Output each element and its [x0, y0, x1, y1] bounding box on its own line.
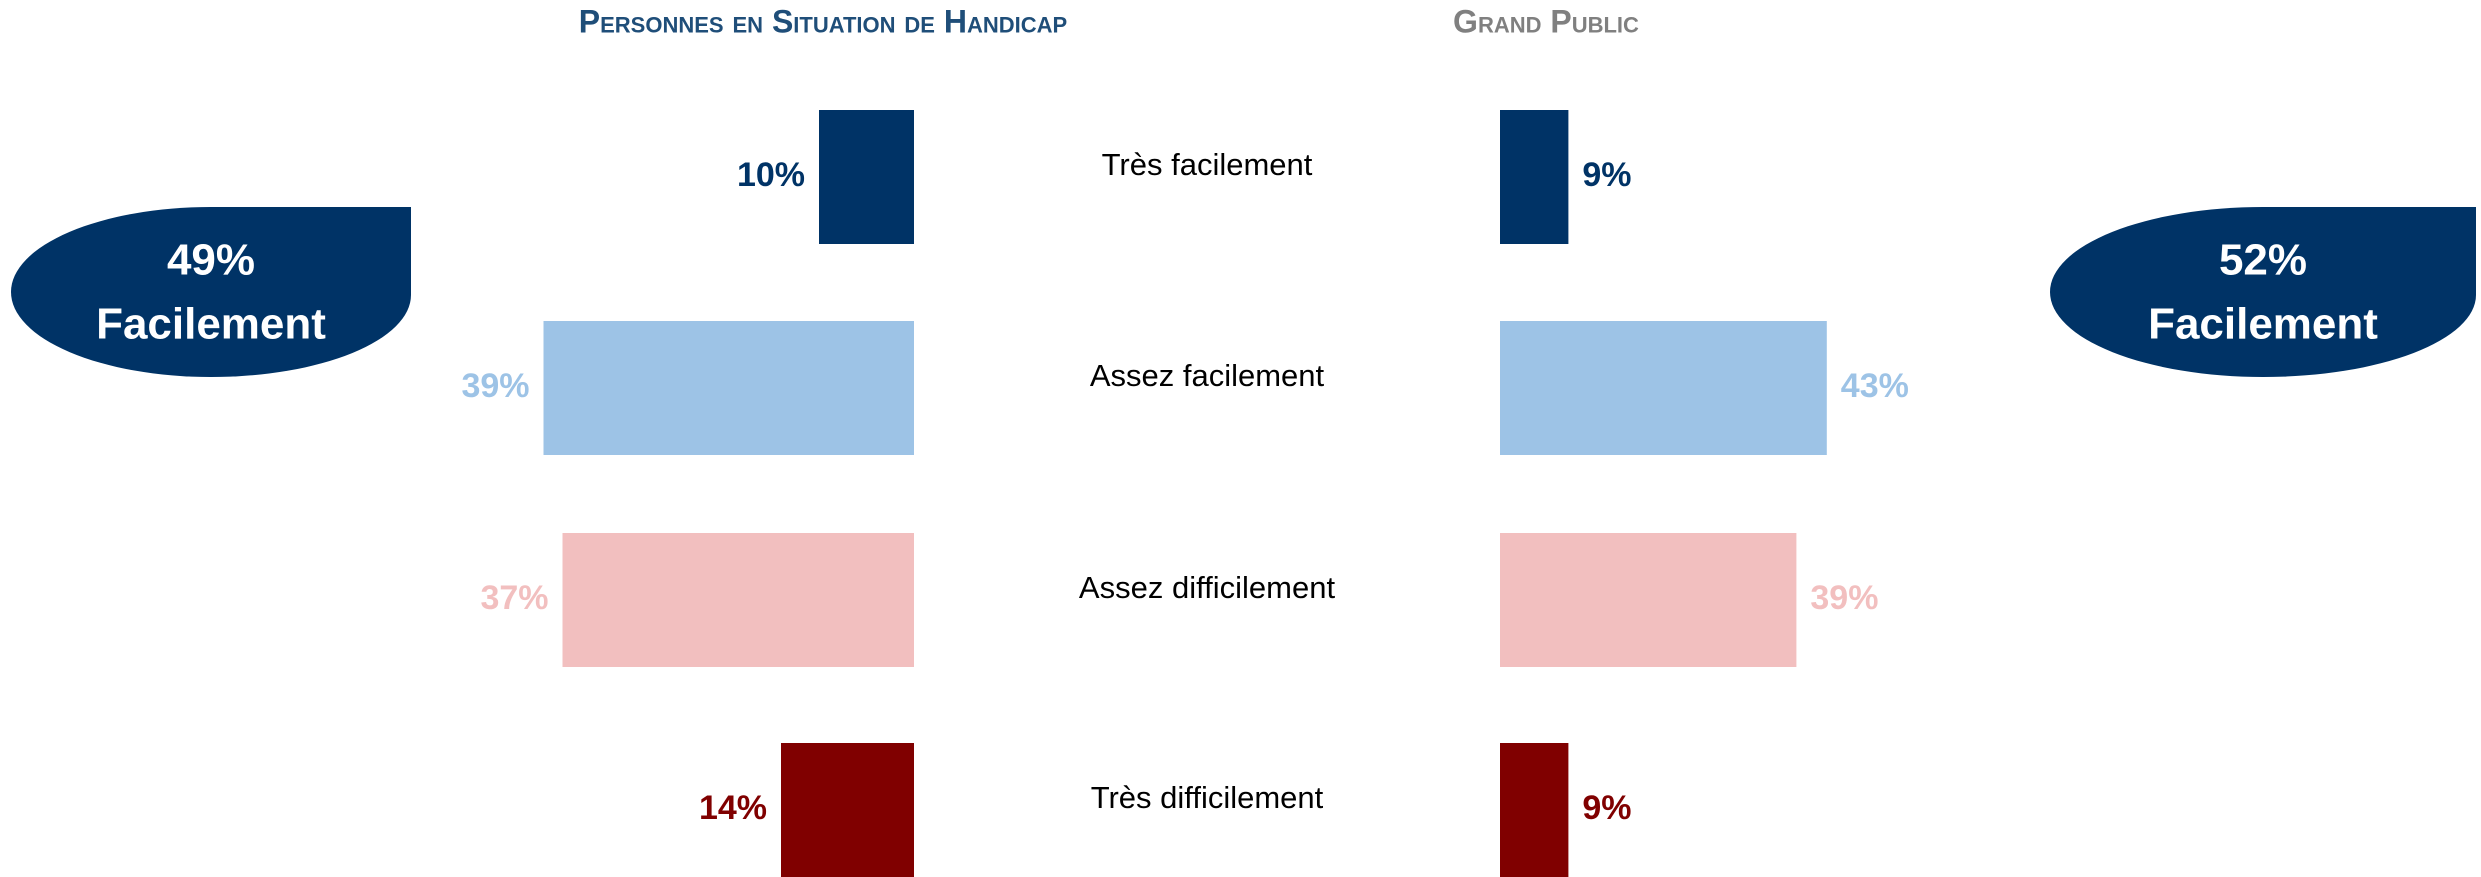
value-label: 39%: [461, 367, 529, 405]
bar: [1500, 533, 1797, 667]
series-title: Grand Public: [1453, 3, 1639, 39]
bar: [1500, 321, 1827, 455]
bar: [1500, 743, 1569, 877]
value-label: 14%: [699, 789, 767, 827]
value-label: 37%: [480, 579, 548, 617]
category-label: Assez difficilement: [1079, 570, 1336, 605]
category-label: Très difficilement: [1091, 780, 1324, 815]
bar: [781, 743, 914, 877]
summary-callout: [11, 207, 411, 377]
value-label: 10%: [737, 156, 805, 194]
summary-text: Facilement: [2148, 300, 2378, 349]
summary-value: 49%: [167, 236, 255, 285]
value-label: 43%: [1841, 367, 1909, 405]
summary-value: 52%: [2219, 236, 2307, 285]
summary-text: Facilement: [96, 300, 326, 349]
bar: [562, 533, 914, 667]
category-label: Très facilement: [1102, 147, 1313, 182]
category-label: Assez facilement: [1090, 358, 1325, 393]
bar: [543, 321, 914, 455]
value-label: 9%: [1582, 156, 1631, 194]
bar: [1500, 110, 1569, 244]
series-title: Personnes en Situation de Handicap: [579, 3, 1067, 39]
summary-callout: [2050, 207, 2476, 377]
value-label: 9%: [1582, 789, 1631, 827]
value-label: 39%: [1810, 579, 1878, 617]
bar: [819, 110, 914, 244]
